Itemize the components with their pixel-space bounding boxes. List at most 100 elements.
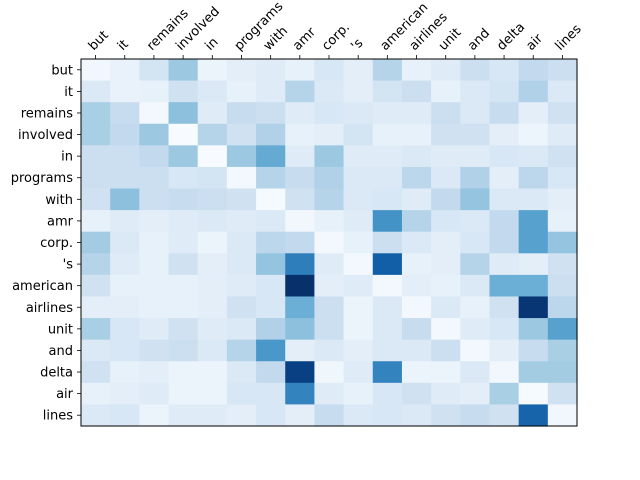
heatmap-cell-10-8 [314, 274, 345, 298]
heatmap-cell-13-6 [256, 339, 286, 362]
heatmap-cell-16-0 [81, 404, 111, 427]
heatmap-cell-12-4 [197, 318, 228, 341]
heatmap-cell-11-9 [343, 296, 374, 319]
heatmap-cell-5-2 [139, 166, 170, 190]
heatmap-cell-5-10 [372, 166, 403, 190]
heatmap-cell-7-7 [285, 210, 316, 233]
heatmap-cell-7-5 [226, 210, 257, 233]
heatmap-cell-16-13 [460, 404, 491, 427]
heatmap-cell-12-10 [372, 318, 403, 341]
heatmap-cell-13-8 [314, 339, 345, 362]
heatmap-cell-2-5 [226, 102, 257, 125]
heatmap-cell-2-14 [489, 102, 520, 125]
heatmap-cell-2-11 [401, 102, 432, 125]
heatmap-cell-4-1 [110, 145, 140, 168]
heatmap-cell-6-16 [547, 188, 578, 211]
heatmap-cell-8-8 [314, 231, 345, 254]
heatmap-cell-3-13 [460, 123, 491, 146]
heatmap-cell-3-1 [110, 123, 140, 146]
heatmap-cell-2-8 [314, 102, 345, 125]
heatmap-cell-0-3 [168, 59, 199, 82]
heatmap-cell-2-7 [285, 102, 316, 125]
heatmap-cell-10-10 [372, 274, 403, 298]
heatmap-cell-4-7 [285, 145, 316, 168]
heatmap-cell-10-4 [197, 274, 228, 298]
heatmap-cell-4-10 [372, 145, 403, 168]
heatmap-cell-4-8 [314, 145, 345, 168]
heatmap-cell-7-2 [139, 210, 170, 233]
heatmap-cell-6-2 [139, 188, 170, 211]
heatmap-cell-7-11 [401, 210, 432, 233]
heatmap-cell-1-11 [401, 80, 432, 103]
heatmap-cell-3-3 [168, 123, 199, 146]
heatmap-cell-3-7 [285, 123, 316, 146]
x-tick-label: lines [553, 22, 585, 54]
heatmap-cell-16-12 [431, 404, 461, 427]
heatmap-cell-16-11 [401, 404, 432, 427]
y-tick-label: in [61, 150, 73, 165]
heatmap-cell-12-15 [518, 318, 549, 341]
heatmap-cell-14-16 [547, 361, 578, 384]
heatmap-cell-9-6 [256, 253, 286, 276]
y-tick-label: 's [63, 258, 74, 273]
heatmap-cell-15-14 [489, 382, 520, 406]
heatmap-cell-0-0 [81, 59, 111, 82]
heatmap-cell-3-2 [139, 123, 170, 146]
heatmap-cell-5-1 [110, 166, 140, 190]
heatmap-cell-6-10 [372, 188, 403, 211]
heatmap-cell-3-10 [372, 123, 403, 146]
heatmap-cell-14-13 [460, 361, 491, 384]
heatmap-cell-15-5 [226, 382, 257, 406]
heatmap-cell-8-16 [547, 231, 578, 254]
heatmap-cell-7-10 [372, 210, 403, 233]
heatmap-cell-11-4 [197, 296, 228, 319]
heatmap-cell-12-5 [226, 318, 257, 341]
heatmap-cell-3-16 [547, 123, 578, 146]
heatmap-cell-4-16 [547, 145, 578, 168]
heatmap-cell-1-8 [314, 80, 345, 103]
heatmap-cell-2-1 [110, 102, 140, 125]
heatmap-cell-11-10 [372, 296, 403, 319]
x-tick-label: in [203, 35, 222, 54]
heatmap-cell-7-8 [314, 210, 345, 233]
heatmap-cell-15-12 [431, 382, 461, 406]
x-tick-label: delta [494, 20, 528, 54]
y-tick-label: but [51, 63, 73, 78]
heatmap-cells [81, 59, 578, 427]
heatmap-cell-16-6 [256, 404, 286, 427]
heatmap-cell-8-6 [256, 231, 286, 254]
heatmap-cell-14-11 [401, 361, 432, 384]
heatmap-cell-12-11 [401, 318, 432, 341]
heatmap-cell-9-5 [226, 253, 257, 276]
heatmap-cell-6-6 [256, 188, 286, 211]
heatmap-cell-9-13 [460, 253, 491, 276]
heatmap-cell-5-0 [81, 166, 111, 190]
heatmap-cell-2-4 [197, 102, 228, 125]
heatmap-cell-11-11 [401, 296, 432, 319]
x-tick-label: and [465, 26, 493, 54]
heatmap-cell-12-0 [81, 318, 111, 341]
heatmap-cell-1-1 [110, 80, 140, 103]
heatmap-cell-14-6 [256, 361, 286, 384]
heatmap-cell-8-0 [81, 231, 111, 254]
heatmap-cell-12-2 [139, 318, 170, 341]
heatmap-cell-14-14 [489, 361, 520, 384]
heatmap-cell-9-7 [285, 253, 316, 276]
heatmap-cell-5-12 [431, 166, 461, 190]
heatmap-cell-10-15 [518, 274, 549, 298]
heatmap-cell-16-8 [314, 404, 345, 427]
heatmap-cell-7-6 [256, 210, 286, 233]
heatmap-cell-14-10 [372, 361, 403, 384]
x-tick-label: air [523, 31, 546, 54]
heatmap-cell-2-2 [139, 102, 170, 125]
y-tick-label: lines [43, 409, 73, 424]
heatmap-cell-16-14 [489, 404, 520, 427]
heatmap-cell-6-4 [197, 188, 228, 211]
heatmap-cell-1-16 [547, 80, 578, 103]
heatmap-cell-11-3 [168, 296, 199, 319]
heatmap-cell-0-5 [226, 59, 257, 82]
heatmap-cell-15-8 [314, 382, 345, 406]
heatmap-cell-14-8 [314, 361, 345, 384]
